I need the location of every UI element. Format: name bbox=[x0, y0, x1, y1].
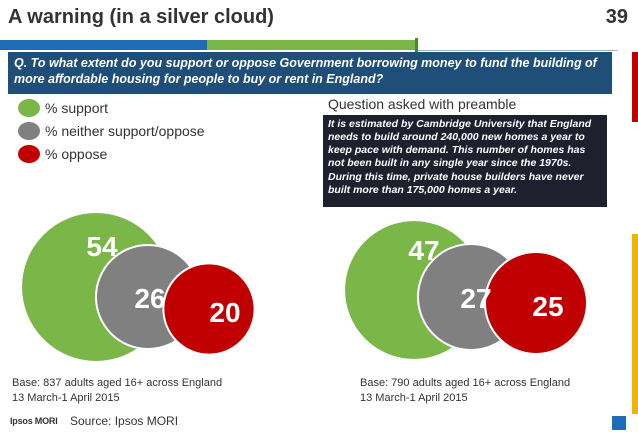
header-bar-green bbox=[207, 40, 417, 50]
base-right-line1: Base: 790 adults aged 16+ across England bbox=[360, 377, 571, 389]
header-bar-edge bbox=[415, 38, 418, 52]
venn-2-value-3: 25 bbox=[532, 291, 563, 322]
legend-swatch-oppose bbox=[18, 144, 40, 163]
side-strip-white bbox=[632, 122, 638, 234]
legend-item-neither: % neither support/oppose bbox=[18, 119, 205, 142]
legend-item-support: % support bbox=[18, 96, 205, 119]
side-strip-yellow bbox=[632, 234, 638, 414]
venn-2-value-1: 47 bbox=[408, 235, 439, 266]
legend-swatch-neither bbox=[18, 121, 40, 140]
header-bar-line bbox=[418, 50, 618, 51]
ipsos-logo-icon bbox=[612, 416, 626, 430]
base-note-right: Base: 790 adults aged 16+ across England… bbox=[360, 376, 570, 406]
venn-2-bubble-3 bbox=[484, 251, 588, 355]
preamble-heading: Question asked with preamble bbox=[328, 96, 517, 112]
ipsos-mori-logo: Ipsos MORI bbox=[10, 416, 58, 426]
preamble-box: It is estimated by Cambridge University … bbox=[323, 115, 607, 207]
legend-label-support: % support bbox=[45, 99, 109, 116]
side-strip-red bbox=[632, 52, 638, 122]
venn-2-value-2: 27 bbox=[460, 283, 491, 314]
venn-1-value-2: 26 bbox=[134, 283, 165, 314]
venn-1-bubble-3 bbox=[162, 262, 256, 356]
base-right-line2: 13 March-1 April 2015 bbox=[360, 391, 468, 404]
slide-title: A warning (in a silver cloud) bbox=[8, 6, 274, 28]
venn-1-value-3: 20 bbox=[209, 297, 240, 328]
base-note-left: Base: 837 adults aged 16+ across England… bbox=[12, 376, 222, 406]
header-bar-blue bbox=[0, 40, 207, 50]
venn-1-value-1: 54 bbox=[86, 231, 118, 262]
page-number: 39 bbox=[605, 6, 628, 28]
source-note: Source: Ipsos MORI bbox=[70, 414, 179, 428]
base-left-line1: Base: 837 adults aged 16+ across England bbox=[12, 377, 223, 389]
legend-label-neither: % neither support/oppose bbox=[45, 122, 205, 139]
legend-swatch-support bbox=[18, 98, 40, 117]
legend: % support % neither support/oppose % opp… bbox=[18, 96, 205, 165]
question-banner: Q. To what extent do you support or oppo… bbox=[8, 52, 612, 94]
legend-label-oppose: % oppose bbox=[45, 145, 108, 162]
legend-item-oppose: % oppose bbox=[18, 142, 205, 165]
base-left-line2: 13 March-1 April 2015 bbox=[12, 391, 120, 404]
